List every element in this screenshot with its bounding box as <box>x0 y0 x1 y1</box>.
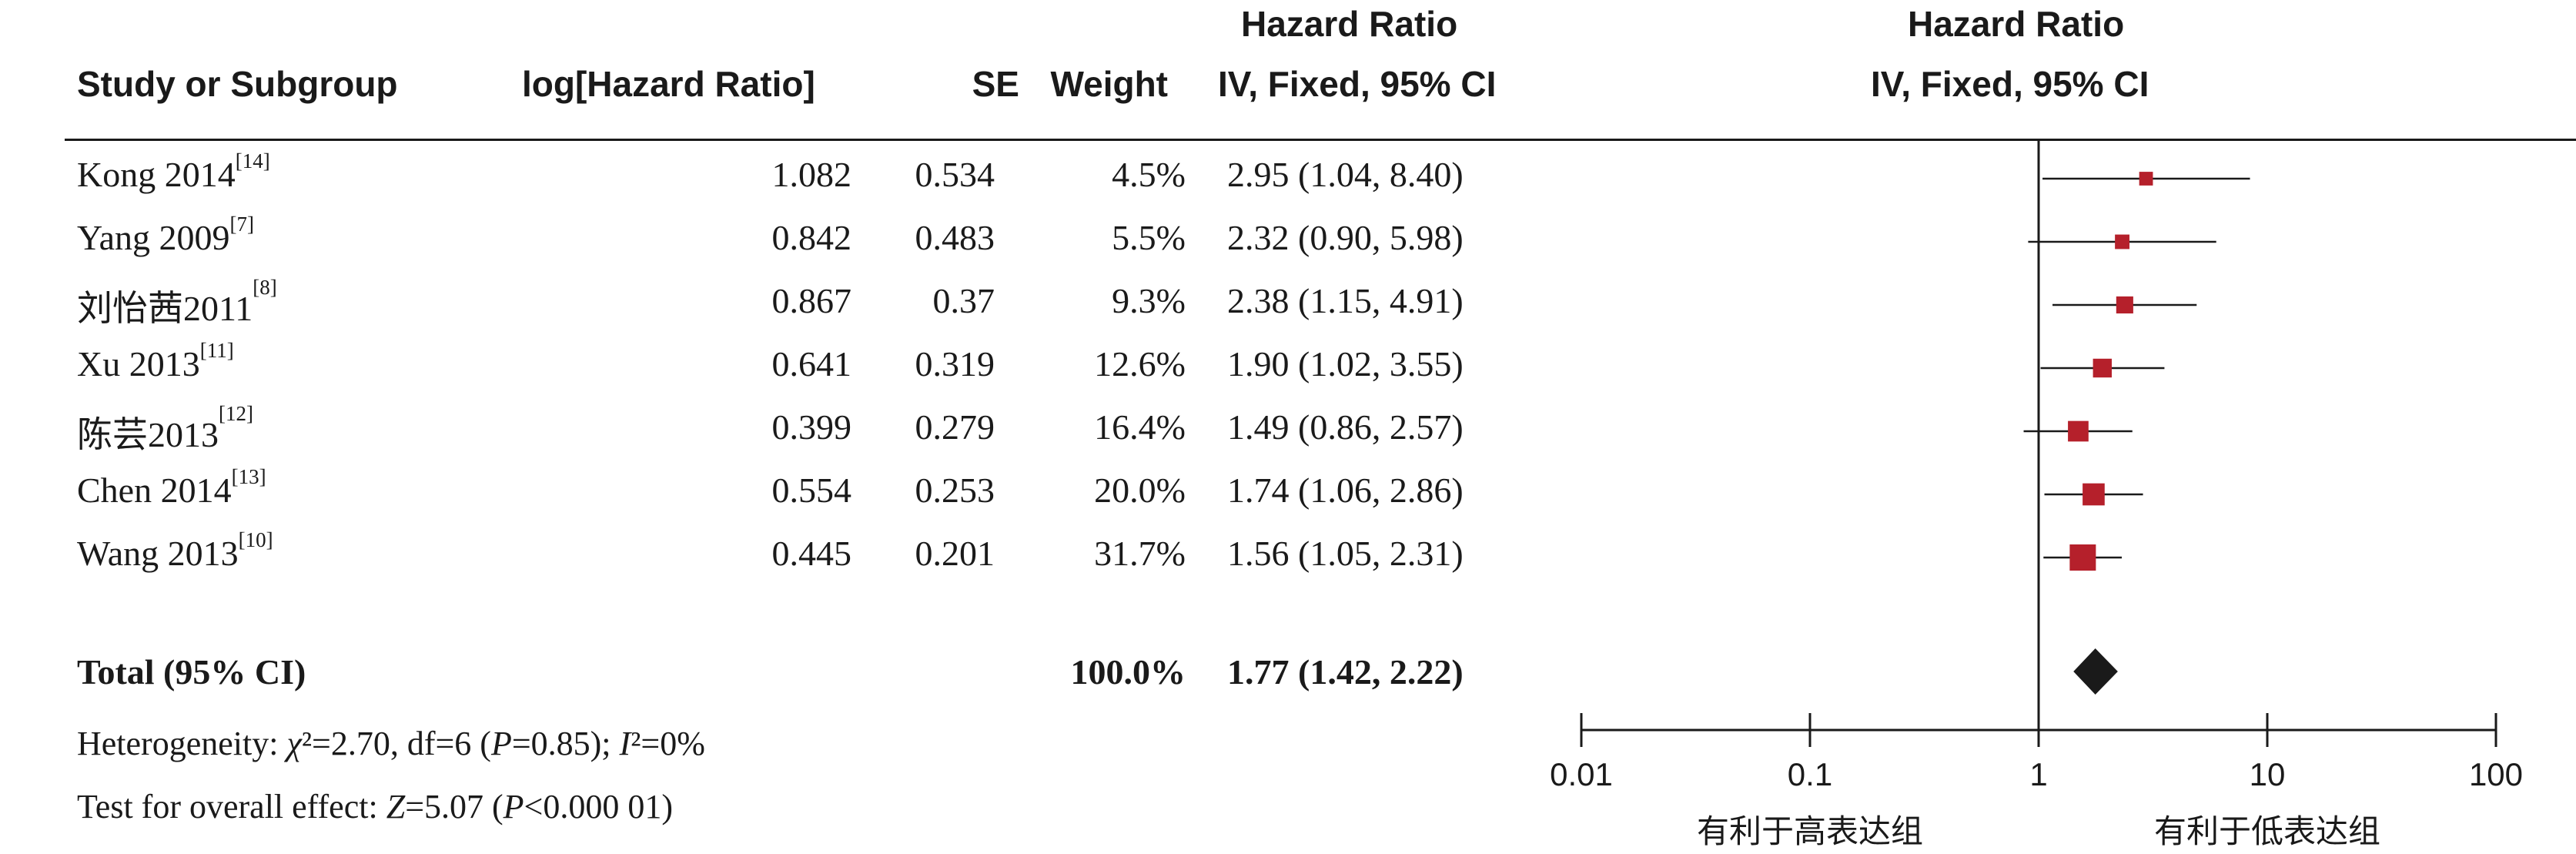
study-se: 0.37 <box>932 281 995 320</box>
study-reference: [11] <box>199 339 234 362</box>
study-loghr: 0.399 <box>771 407 852 447</box>
study-loghr: 0.445 <box>771 534 852 573</box>
study-se: 0.253 <box>915 471 995 510</box>
study-reference: [8] <box>253 276 277 299</box>
favours-right-label: 有利于低表达组 <box>2154 812 2380 850</box>
study-reference: [14] <box>235 149 270 172</box>
header-se: SE <box>972 64 1019 104</box>
header-study: Study or Subgroup <box>77 64 398 104</box>
effect-square <box>2093 358 2112 378</box>
header-plot-title: Hazard Ratio <box>1908 4 2125 44</box>
study-reference: [10] <box>238 528 273 551</box>
study-se: 0.279 <box>915 407 995 447</box>
study-loghr: 1.082 <box>771 155 852 194</box>
study-name: Wang 2013[10] <box>77 528 273 574</box>
x-tick-label: 100 <box>2469 756 2523 792</box>
study-name-text: Wang 2013 <box>77 534 239 573</box>
study-weight: 12.6% <box>1094 344 1186 383</box>
study-weight: 20.0% <box>1094 471 1186 510</box>
study-name-text: Yang 2009 <box>77 218 230 257</box>
favours-left-label: 有利于高表达组 <box>1697 812 1923 850</box>
x-tick-label: 10 <box>2250 756 2286 792</box>
study-hr-ci: 1.74 (1.06, 2.86) <box>1227 471 1464 510</box>
header-rule <box>65 139 2576 141</box>
study-name: 刘怡茜2011[8] <box>77 276 277 331</box>
study-se: 0.534 <box>915 155 995 194</box>
heterogeneity-text: Heterogeneity: χ²=2.70, df=6 (P=0.85); I… <box>77 725 705 762</box>
study-se: 0.483 <box>915 218 995 257</box>
study-loghr: 0.842 <box>771 218 852 257</box>
study-hr-ci: 2.95 (1.04, 8.40) <box>1227 155 1464 194</box>
study-name: Chen 2014[13] <box>77 465 266 511</box>
study-hr-ci: 2.32 (0.90, 5.98) <box>1227 218 1464 257</box>
header-log-hazard-ratio: log[Hazard Ratio] <box>522 64 815 104</box>
effect-square <box>2068 420 2089 442</box>
effect-square <box>2115 234 2129 250</box>
effect-square <box>2083 483 2105 506</box>
total-hr-ci: 1.77 (1.42, 2.22) <box>1227 652 1464 692</box>
study-loghr: 0.641 <box>771 344 852 383</box>
study-name-text: 陈芸2013 <box>77 415 219 454</box>
pooled-diamond <box>2073 648 2118 695</box>
x-tick-label: 1 <box>2029 756 2047 792</box>
header-hr-method: IV, Fixed, 95% CI <box>1218 64 1497 104</box>
study-hr-ci: 2.38 (1.15, 4.91) <box>1227 281 1464 320</box>
study-weight: 4.5% <box>1112 155 1186 194</box>
study-reference: [12] <box>219 402 253 425</box>
study-se: 0.319 <box>915 344 995 383</box>
header-weight: Weight <box>1050 64 1168 104</box>
effect-square <box>2139 172 2153 186</box>
study-name-text: 刘怡茜2011 <box>77 289 253 328</box>
study-weight: 9.3% <box>1112 281 1186 320</box>
study-hr-ci: 1.56 (1.05, 2.31) <box>1227 534 1464 573</box>
x-tick-label: 0.01 <box>1550 756 1613 792</box>
study-weight: 5.5% <box>1112 218 1186 257</box>
study-loghr: 0.867 <box>771 281 852 320</box>
study-reference: [7] <box>229 213 255 236</box>
study-reference: [13] <box>231 465 266 488</box>
study-name-text: Xu 2013 <box>77 344 200 383</box>
study-se: 0.201 <box>915 534 995 573</box>
study-weight: 16.4% <box>1094 407 1186 447</box>
header-plot-method: IV, Fixed, 95% CI <box>1871 64 2149 104</box>
study-name: Kong 2014[14] <box>77 149 270 195</box>
total-weight: 100.0% <box>1070 652 1186 692</box>
total-label: Total (95% CI) <box>77 652 306 692</box>
study-hr-ci: 1.90 (1.02, 3.55) <box>1227 344 1464 383</box>
study-loghr: 0.554 <box>771 471 852 510</box>
header-hr-title: Hazard Ratio <box>1241 4 1458 44</box>
study-weight: 31.7% <box>1094 534 1186 573</box>
study-name: 陈芸2013[12] <box>77 402 253 457</box>
effect-square <box>2069 544 2096 571</box>
study-name-text: Kong 2014 <box>77 155 236 194</box>
study-name: Xu 2013[11] <box>77 339 234 384</box>
study-name: Yang 2009[7] <box>77 213 254 258</box>
study-hr-ci: 1.49 (0.86, 2.57) <box>1227 407 1464 447</box>
effect-square <box>2116 296 2133 314</box>
x-tick-label: 0.1 <box>1788 756 1832 792</box>
overall-effect-text: Test for overall effect: Z=5.07 (P<0.000… <box>77 788 674 826</box>
study-name-text: Chen 2014 <box>77 471 232 510</box>
